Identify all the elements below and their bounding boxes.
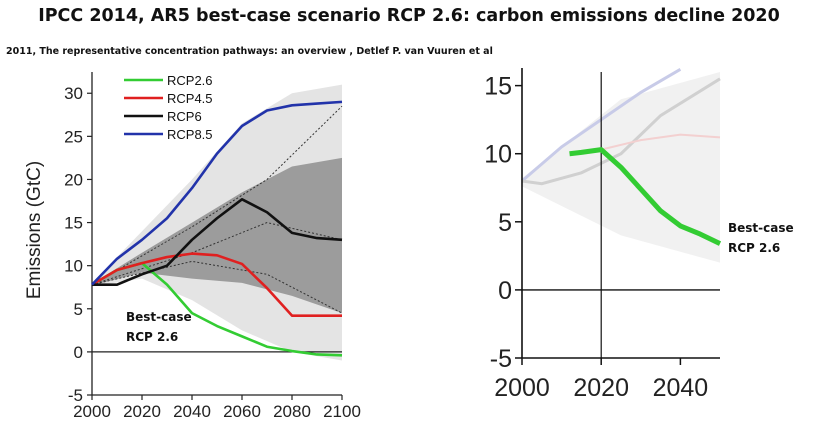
x-tick-label: 2000	[494, 374, 550, 402]
series-line-rcp26	[569, 147, 722, 246]
x-tick-label: 2040	[173, 402, 211, 421]
annotation-best-case: Best-case	[728, 221, 794, 235]
dotted-mid-line	[91, 222, 343, 286]
y-tick-label: 25	[64, 127, 83, 146]
x-tick-label: 2000	[73, 402, 111, 421]
legend-label-rcp85: RCP8.5	[167, 127, 213, 142]
y-tick-label: 30	[64, 84, 83, 103]
y-tick-label: 5	[498, 209, 512, 237]
series-lines	[91, 100, 343, 357]
legend: RCP2.6 RCP4.5 RCP6 RCP8.5	[124, 73, 213, 142]
series-line-rcp85	[91, 100, 343, 286]
right-zoomed-chart: -5 0 5 10 15 2000 2020 2040 Best-case RCP 2.6	[484, 67, 794, 402]
y-tick-label: 20	[64, 170, 83, 189]
y-tick-label: 15	[64, 214, 83, 233]
series-line-rcp6	[92, 197, 343, 286]
page-title: IPCC 2014, AR5 best-case scenario RCP 2.…	[38, 6, 780, 26]
annotation-rcp26: RCP 2.6	[728, 241, 780, 255]
x-tick-label: 2100	[323, 402, 361, 421]
annotation-rcp26: RCP 2.6	[126, 330, 178, 344]
y-tick-label: 5	[74, 300, 83, 319]
x-tick-label: 2020	[123, 402, 161, 421]
legend-label-rcp26: RCP2.6	[167, 73, 213, 88]
dotted-upper-line	[91, 105, 343, 286]
y-tick-label: 15	[484, 73, 512, 101]
y-axis-label: Emissions (GtC)	[24, 161, 45, 299]
y-tick-label: 10	[484, 141, 512, 169]
axes: -5 0 5 10 15 20 25 30 2000 2020 2040 2060 2080 2100	[64, 72, 361, 421]
uncertainty-bands	[92, 84, 342, 361]
x-tick-label: 2060	[223, 402, 261, 421]
y-tick-label: -5	[68, 386, 83, 405]
dotted-lower-line	[91, 260, 343, 314]
y-tick-label: -5	[490, 345, 512, 373]
x-tick-label: 2020	[573, 374, 629, 402]
y-tick-label: 0	[498, 277, 512, 305]
dotted-reference-lines	[91, 105, 343, 314]
legend-label-rcp45: RCP4.5	[167, 91, 213, 106]
y-tick-label: 10	[64, 257, 83, 276]
left-emissions-chart: -5 0 5 10 15 20 25 30 2000 2020 2040 2060 2080 2100 R…	[24, 72, 361, 421]
legend-label-rcp6: RCP6	[167, 109, 202, 124]
x-tick-label: 2040	[653, 374, 709, 402]
y-tick-label: 0	[74, 343, 83, 362]
series-line-rcp45	[91, 252, 342, 317]
faded-rcp45	[600, 133, 721, 151]
inner-uncertainty-band	[92, 157, 342, 314]
series-lines	[569, 147, 722, 246]
axes: -5 0 5 10 15 2000 2020 2040	[484, 68, 720, 402]
x-tick-label: 2080	[273, 402, 311, 421]
citation: 2011, The representative concentration p…	[6, 46, 493, 57]
annotation-best-case: Best-case	[126, 310, 192, 324]
